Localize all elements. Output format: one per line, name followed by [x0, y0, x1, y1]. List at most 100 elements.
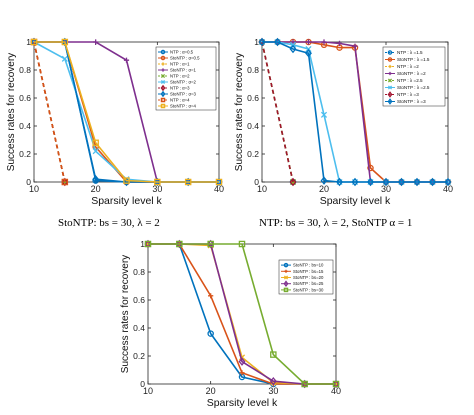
legend-label: StoNTP : λ =1.5	[397, 57, 430, 62]
data-point	[92, 174, 100, 184]
legend-label: StoNTP : bs=20	[293, 275, 324, 280]
legend-marker	[387, 98, 393, 105]
data-point	[332, 380, 340, 388]
legend-marker	[160, 90, 166, 98]
series-line	[34, 41, 219, 183]
x-tick-label: 30	[381, 184, 391, 194]
data-point	[154, 178, 161, 186]
y-axis-label: Success rates for recovery	[6, 53, 17, 171]
data-point	[30, 38, 38, 46]
x-axis-label: Sparsity level k	[320, 195, 391, 207]
legend-marker	[387, 57, 393, 62]
data-point	[336, 40, 343, 46]
data-point	[398, 177, 405, 187]
legend-marker	[388, 64, 392, 69]
legend-label: NTP : α=0.5	[170, 50, 194, 55]
data-point	[238, 240, 246, 248]
data-point	[336, 177, 343, 187]
data-point	[301, 380, 308, 388]
y-tick-label: 0	[254, 177, 259, 187]
data-point	[320, 111, 328, 118]
series-line	[148, 243, 336, 385]
y-tick-label: 0.4	[133, 323, 145, 333]
data-point	[61, 55, 68, 62]
legend-label: NTP : α=2	[170, 74, 190, 79]
x-tick-label: 30	[152, 184, 162, 194]
data-point	[429, 177, 436, 187]
data-point	[382, 177, 390, 187]
x-tick-label: 20	[206, 386, 216, 396]
series-line	[262, 41, 448, 183]
legend-marker	[160, 49, 166, 55]
x-tick-label: 10	[143, 386, 153, 396]
legend-marker	[160, 55, 166, 61]
data-point	[176, 240, 183, 248]
data-point	[367, 164, 374, 172]
legend-label: NTP : α=3	[170, 86, 190, 91]
y-tick-label: 1	[254, 37, 259, 47]
legend-label: StoNTP : α=4	[170, 104, 197, 109]
y-axis-label: Success rates for recovery	[234, 53, 245, 171]
legend-label: StoNTP : bs=15	[293, 269, 324, 274]
y-tick-label: 0.2	[133, 351, 145, 361]
x-tick-label: 20	[319, 184, 329, 194]
data-point	[320, 176, 328, 185]
legend-label: StoNTP : λ =3	[397, 99, 426, 104]
y-tick-label: 0.2	[247, 149, 259, 159]
legend-marker	[160, 103, 166, 109]
x-tick-label: 30	[268, 386, 278, 396]
legend-marker	[160, 84, 166, 92]
legend-marker	[387, 50, 393, 55]
chart-1: 10 20 30 40 0 0.2 0.4 0.6 0.8 1 Sparsity level k Su…	[6, 37, 224, 207]
data-point	[351, 177, 359, 187]
legend-label: NTP : α=1	[170, 62, 190, 67]
caption-b: NTP: bs = 30, λ = 2, StoNTP α = 1	[259, 217, 413, 229]
data-point	[144, 240, 152, 248]
legend-label: NTP : λ =2	[397, 64, 419, 69]
legend-marker	[284, 269, 288, 273]
legend-marker	[161, 62, 165, 66]
series-5	[144, 240, 340, 388]
legend-marker	[283, 262, 289, 268]
data-point	[61, 38, 69, 46]
x-tick-label: 10	[257, 184, 267, 194]
data-point	[123, 177, 130, 184]
legend-marker	[387, 85, 393, 90]
y-tick-label: 0	[140, 379, 145, 389]
data-point	[290, 39, 296, 45]
data-point	[274, 37, 281, 47]
legend-label: StoNTP : bs=25	[293, 281, 324, 286]
y-tick-label: 0.2	[19, 149, 31, 159]
legend-label: StoNTP : α=1	[170, 68, 197, 73]
data-point	[238, 357, 246, 366]
y-tick-label: 0.8	[133, 267, 145, 277]
y-tick-label: 0.4	[247, 121, 259, 131]
y-tick-label: 0.6	[247, 93, 259, 103]
legend-label: NTP : λ =2.5	[397, 78, 423, 83]
data-point	[93, 39, 99, 45]
legend-marker	[283, 287, 289, 293]
data-point	[305, 48, 312, 58]
legend-marker	[161, 68, 165, 72]
x-tick-label: 40	[214, 184, 224, 194]
data-point	[367, 177, 374, 187]
x-tick-label: 10	[29, 184, 39, 194]
data-point	[239, 370, 245, 376]
data-point	[305, 39, 312, 45]
data-point	[215, 178, 223, 186]
series-line	[33, 41, 66, 183]
data-point	[270, 351, 277, 358]
chart-2: 10 20 30 40 0 0.2 0.4 0.6 0.8 1 Sparsity level k Su…	[234, 37, 453, 207]
legend: NTP : λ =1.5 StoNTP : λ =1.5 NTP : λ =2 Sto…	[382, 46, 446, 107]
data-point	[92, 148, 99, 155]
y-axis-label: Success rates for recovery	[120, 255, 131, 373]
data-point	[289, 177, 297, 187]
data-point	[184, 178, 192, 186]
legend-marker	[283, 275, 289, 280]
x-tick-label: 40	[443, 184, 453, 194]
legend-label: StoNTP : α=0.5	[170, 56, 200, 61]
data-point	[444, 177, 452, 187]
